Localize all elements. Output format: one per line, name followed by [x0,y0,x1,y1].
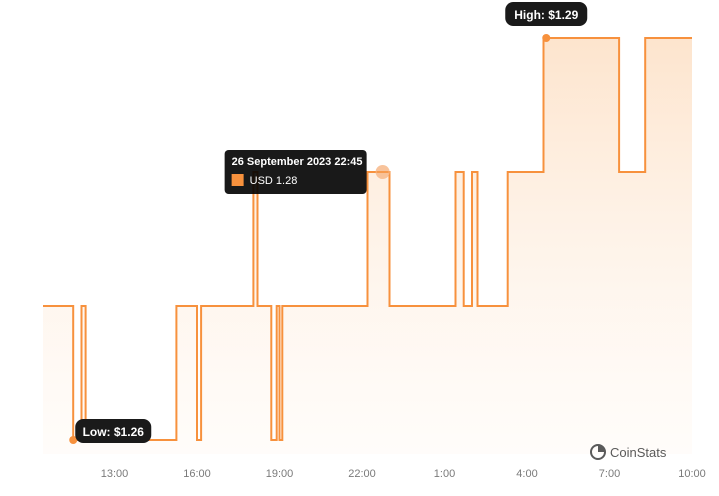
plot-layer [43,37,692,454]
high-marker [542,34,551,42]
tooltip-title: 26 September 2023 22:45 [232,156,363,168]
x-tick-label: 16:00 [183,468,211,480]
high-badge: High: $1.29 [505,2,588,26]
coinstats-logo-icon [590,444,606,460]
annotations: High: $1.29 Low: $1.26 26 September 2023 2… [69,2,588,444]
x-tick-label: 7:00 [599,468,620,480]
x-tick-label: 4:00 [516,468,537,480]
coinstats-watermark: CoinStats [590,444,667,460]
tooltip: 26 September 2023 22:45 USD 1.28 [224,150,367,194]
low-badge-label: Low: $1.26 [83,425,145,439]
coinstats-brand: CoinStats [610,445,667,460]
x-tick-label: 13:00 [101,468,129,480]
tooltip-swatch [231,174,244,186]
series-line-usd [43,37,692,441]
x-axis: 13:00 16:00 19:00 22:00 1:00 4:00 7:00 10:00 [101,468,706,480]
low-badge-bg [75,419,152,443]
high-badge-label: High: $1.29 [514,8,578,22]
x-tick-label: 1:00 [434,468,455,480]
low-marker [69,436,78,444]
low-badge: Low: $1.26 [75,419,152,443]
tooltip-value: USD 1.28 [250,175,298,187]
high-badge-bg [505,2,588,26]
x-tick-label: 10:00 [678,468,706,480]
tooltip-bg [224,150,367,194]
x-tick-label: 22:00 [348,468,376,480]
x-tick-label: 19:00 [266,468,294,480]
